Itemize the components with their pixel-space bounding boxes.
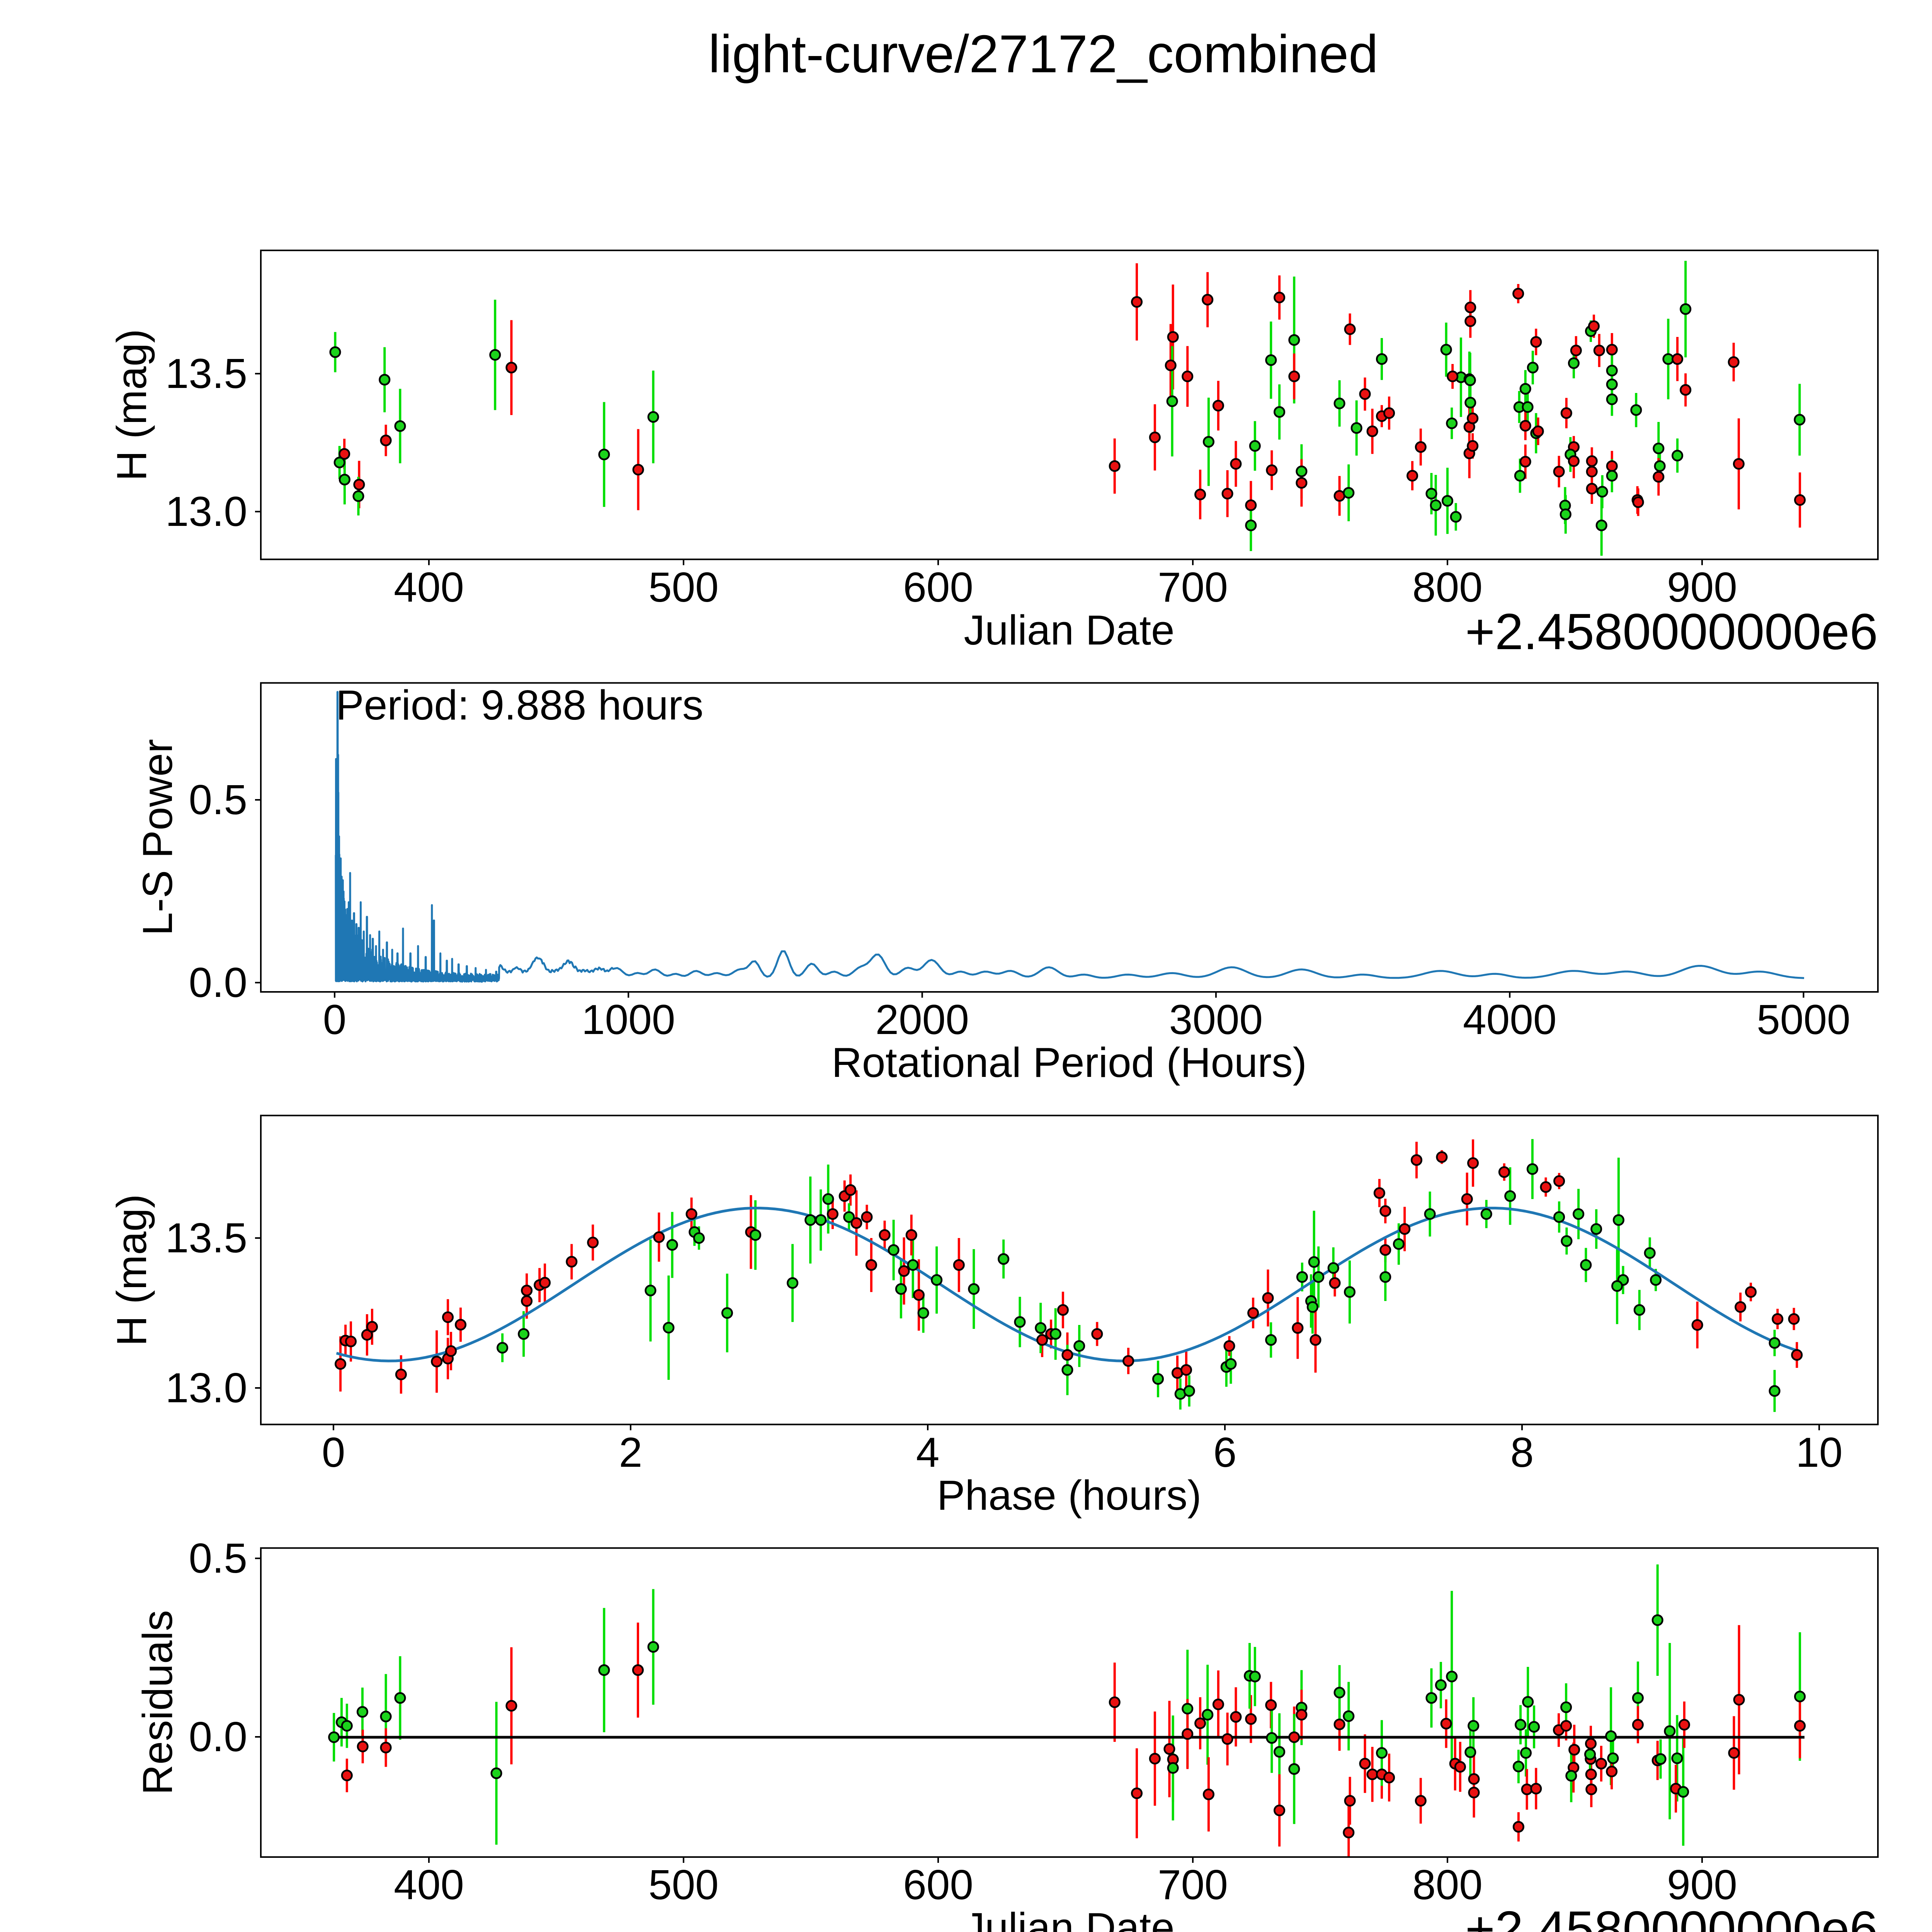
svg-text:400: 400 xyxy=(394,1861,464,1908)
svg-text:0: 0 xyxy=(323,996,347,1043)
svg-text:2000: 2000 xyxy=(875,996,969,1043)
svg-text:3000: 3000 xyxy=(1169,996,1263,1043)
svg-text:0.5: 0.5 xyxy=(189,1535,247,1582)
svg-text:0.0: 0.0 xyxy=(189,959,247,1006)
svg-text:400: 400 xyxy=(394,564,464,611)
svg-text:L-S Power: L-S Power xyxy=(134,739,181,936)
svg-text:900: 900 xyxy=(1667,1861,1737,1908)
svg-text:0.0: 0.0 xyxy=(189,1713,247,1760)
svg-text:Period: 9.888 hours: Period: 9.888 hours xyxy=(336,682,703,729)
svg-text:Residuals: Residuals xyxy=(134,1610,181,1795)
svg-text:13.5: 13.5 xyxy=(165,1214,247,1262)
svg-text:Julian Date: Julian Date xyxy=(964,1904,1174,1932)
svg-text:6: 6 xyxy=(1213,1429,1237,1476)
svg-text:13.5: 13.5 xyxy=(165,350,247,397)
svg-text:4000: 4000 xyxy=(1463,996,1556,1043)
svg-text:700: 700 xyxy=(1158,1861,1228,1908)
svg-text:8: 8 xyxy=(1510,1429,1534,1476)
svg-text:5000: 5000 xyxy=(1757,996,1850,1043)
svg-text:2: 2 xyxy=(619,1429,643,1476)
svg-text:Julian Date: Julian Date xyxy=(964,607,1174,654)
svg-text:600: 600 xyxy=(903,564,973,611)
svg-text:700: 700 xyxy=(1158,564,1228,611)
svg-text:13.0: 13.0 xyxy=(165,488,247,535)
svg-text:500: 500 xyxy=(648,564,719,611)
svg-text:H (mag): H (mag) xyxy=(108,329,155,481)
svg-text:10: 10 xyxy=(1796,1429,1842,1476)
svg-text:800: 800 xyxy=(1412,1861,1483,1908)
svg-text:0: 0 xyxy=(322,1429,345,1476)
svg-text:0.5: 0.5 xyxy=(189,776,247,823)
svg-text:light-curve/27172_combined: light-curve/27172_combined xyxy=(708,24,1378,84)
svg-text:13.0: 13.0 xyxy=(165,1364,247,1412)
svg-text:1000: 1000 xyxy=(582,996,675,1043)
svg-text:Rotational Period (Hours): Rotational Period (Hours) xyxy=(832,1039,1307,1086)
svg-text:Phase (hours): Phase (hours) xyxy=(937,1472,1202,1519)
svg-text:800: 800 xyxy=(1412,564,1483,611)
svg-text:4: 4 xyxy=(916,1429,940,1476)
svg-text:+2.4580000000e6: +2.4580000000e6 xyxy=(1465,1901,1878,1932)
svg-text:600: 600 xyxy=(903,1861,973,1908)
svg-text:900: 900 xyxy=(1667,564,1737,611)
svg-text:+2.4580000000e6: +2.4580000000e6 xyxy=(1465,603,1878,660)
svg-text:500: 500 xyxy=(648,1861,719,1908)
svg-text:H (mag): H (mag) xyxy=(108,1194,155,1346)
